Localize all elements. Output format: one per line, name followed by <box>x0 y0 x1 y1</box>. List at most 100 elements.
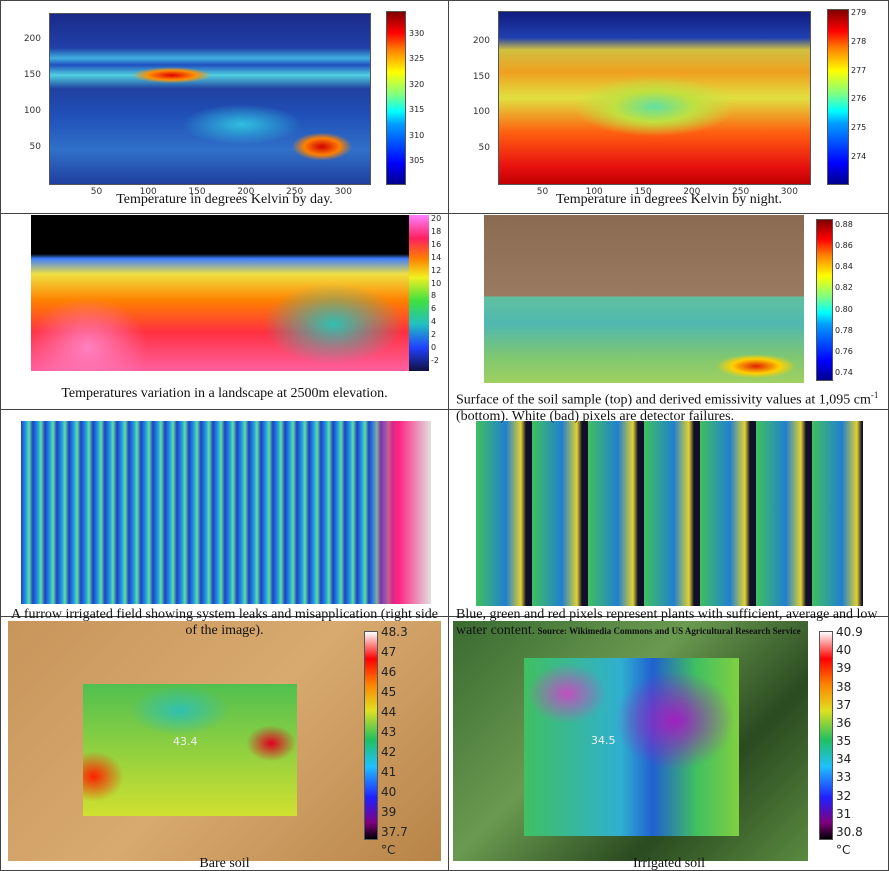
thermal-image-night <box>498 11 811 185</box>
y-tick-label: 150 <box>15 70 41 80</box>
y-tick-label: 50 <box>15 142 41 152</box>
x-tick-label: 200 <box>683 187 700 197</box>
image-annotation: 34.5 <box>591 734 616 747</box>
caption-superscript: -1 <box>871 390 879 400</box>
x-tick-label: 250 <box>732 187 749 197</box>
x-tick-label: 200 <box>237 187 254 197</box>
x-tick-label: 50 <box>537 187 548 197</box>
y-tick-label: 100 <box>464 107 490 117</box>
colorbar-tick-label: 16 <box>431 240 441 250</box>
x-tick-label: 100 <box>586 187 603 197</box>
colorbar-tick-label: 39 <box>381 806 396 818</box>
colorbar-tick-label: 276 <box>851 94 866 104</box>
colorbar-tick-label: 12 <box>431 266 441 276</box>
caption: Bare soil <box>1 856 448 871</box>
colorbar <box>386 11 406 185</box>
thermal-image-day <box>49 13 371 185</box>
colorbar <box>827 9 849 185</box>
colorbar-tick-label: 8 <box>431 291 436 301</box>
colorbar-tick-label: 325 <box>409 54 424 64</box>
colorbar-tick-label: 43 <box>381 726 396 738</box>
colorbar-tick-label: 38 <box>836 681 851 693</box>
colorbar-tick-label: 0.88 <box>835 220 853 230</box>
soil-and-emissivity-image <box>484 215 804 383</box>
colorbar-tick-label: 275 <box>851 123 866 133</box>
caption-text: Irrigated soil <box>633 856 705 871</box>
thermal-image-landscape <box>31 215 409 371</box>
colorbar-tick-label: 35 <box>836 735 851 747</box>
x-tick-label: 150 <box>634 187 651 197</box>
x-tick-label: 300 <box>335 187 352 197</box>
colorbar-tick-label: 39 <box>836 662 851 674</box>
caption: Surface of the soil sample (top) and der… <box>456 387 884 425</box>
colorbar-tick-label: 33 <box>836 771 851 783</box>
caption: Blue, green and red pixels represent pla… <box>456 607 884 639</box>
colorbar-tick-label: 47 <box>381 646 396 658</box>
caption: A furrow irrigated field showing system … <box>11 607 438 639</box>
colorbar <box>364 631 378 840</box>
x-tick-label: 300 <box>781 187 798 197</box>
image-annotation: 43.4 <box>173 735 198 748</box>
colorbar-unit: °C <box>836 844 850 856</box>
colorbar-tick-label: 0.74 <box>835 368 853 378</box>
colorbar-tick-label: 315 <box>409 105 424 115</box>
colorbar-tick-label: 320 <box>409 80 424 90</box>
colorbar-tick-label: 278 <box>851 37 866 47</box>
source-note: Source: Wikimedia Commons and US Agricul… <box>535 626 800 636</box>
colorbar-tick-label: 18 <box>431 227 441 237</box>
furrow-field-image <box>21 421 431 604</box>
colorbar-tick-label: 20 <box>431 214 441 224</box>
caption-text: Surface of the soil sample (top) and der… <box>456 393 871 408</box>
colorbar-tick-label: 10 <box>431 279 441 289</box>
colorbar-tick-label: 30.8 <box>836 826 863 838</box>
colorbar-tick-label: 37 <box>836 699 851 711</box>
x-tick-label: 50 <box>91 187 102 197</box>
bare-soil-thermal <box>83 684 297 816</box>
colorbar <box>816 219 833 381</box>
caption-text: Bare soil <box>199 856 249 871</box>
colorbar-tick-label: 36 <box>836 717 851 729</box>
x-tick-label: 250 <box>286 187 303 197</box>
colorbar-tick-label: 45 <box>381 686 396 698</box>
colorbar-tick-label: 310 <box>409 131 424 141</box>
caption-text: Temperatures variation in a landscape at… <box>61 386 387 401</box>
figure: Temperature in degrees Kelvin by day.501… <box>0 0 889 871</box>
colorbar-tick-label: 14 <box>431 253 441 263</box>
colorbar <box>409 215 429 371</box>
colorbar-tick-label: 0.82 <box>835 283 853 293</box>
colorbar-tick-label: 32 <box>836 790 851 802</box>
colorbar-tick-label: 48.3 <box>381 626 408 638</box>
colorbar-tick-label: 6 <box>431 304 436 314</box>
colorbar-tick-label: 0.84 <box>835 262 853 272</box>
caption: Temperatures variation in a landscape at… <box>1 386 448 402</box>
colorbar-tick-label: 305 <box>409 156 424 166</box>
colorbar-tick-label: 42 <box>381 746 396 758</box>
y-tick-label: 50 <box>464 143 490 153</box>
colorbar-tick-label: 40.9 <box>836 626 863 638</box>
colorbar-tick-label: 44 <box>381 706 396 718</box>
caption-text: (bottom). White (bad) pixels are detecto… <box>456 409 734 424</box>
colorbar-tick-label: 279 <box>851 8 866 18</box>
y-tick-label: 150 <box>464 72 490 82</box>
colorbar-tick-label: 34 <box>836 753 851 765</box>
row-divider <box>1 213 888 214</box>
colorbar-tick-label: 40 <box>381 786 396 798</box>
y-tick-label: 100 <box>15 106 41 116</box>
colorbar-unit: °C <box>381 844 395 856</box>
colorbar <box>819 631 833 840</box>
colorbar-tick-label: 0 <box>431 343 436 353</box>
caption-text: A furrow irrigated field showing system … <box>11 607 438 638</box>
colorbar-tick-label: 40 <box>836 644 851 656</box>
x-tick-label: 150 <box>188 187 205 197</box>
colorbar-tick-label: 46 <box>381 666 396 678</box>
colorbar-tick-label: 41 <box>381 766 396 778</box>
colorbar-tick-label: 0.78 <box>835 326 853 336</box>
caption: Temperature in degrees Kelvin by day. <box>1 192 448 208</box>
colorbar-tick-label: 37.7 <box>381 826 408 838</box>
colorbar-tick-label: 277 <box>851 66 866 76</box>
colorbar-tick-label: -2 <box>431 356 439 366</box>
y-tick-label: 200 <box>15 34 41 44</box>
caption: Temperature in degrees Kelvin by night. <box>448 192 889 208</box>
colorbar-tick-label: 0.80 <box>835 305 853 315</box>
irrigated-soil-thermal <box>524 658 739 836</box>
